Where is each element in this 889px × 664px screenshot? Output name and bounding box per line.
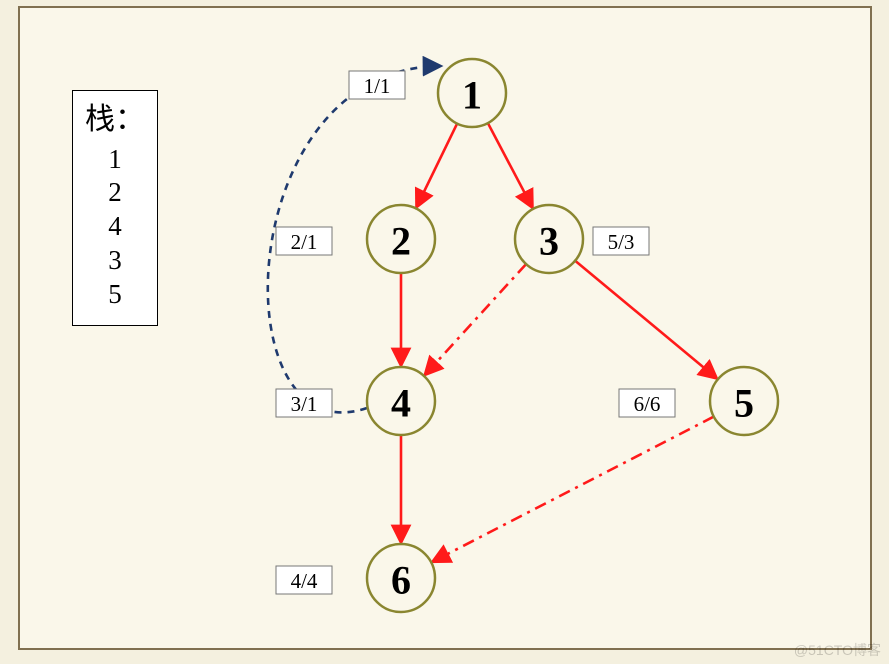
edge-3-4: [425, 264, 526, 374]
node-label-4: 3/1: [291, 392, 318, 416]
node-label-1: 1/1: [364, 74, 391, 98]
node-label-6: 4/4: [291, 569, 318, 593]
edge-1-2: [417, 124, 457, 207]
node-label-5: 6/6: [634, 392, 661, 416]
edge-5-6: [433, 417, 714, 562]
node-text-1: 1: [462, 73, 482, 118]
node-text-2: 2: [391, 219, 411, 264]
node-text-4: 4: [391, 381, 411, 426]
edge-3-5: [575, 261, 716, 378]
watermark: @51CTO博客: [794, 640, 881, 660]
edge-1-3: [488, 123, 532, 207]
node-text-5: 5: [734, 381, 754, 426]
node-label-3: 5/3: [608, 230, 635, 254]
node-text-3: 3: [539, 219, 559, 264]
diagram-frame: 栈： 12435 123456 1/12/15/33/16/64/4: [18, 6, 872, 650]
graph-svg: 1 2 3 4 5 6 1/1 2/1 5/3 3/1 6/6 4/4: [20, 8, 870, 648]
node-text-6: 6: [391, 558, 411, 603]
node-label-2: 2/1: [291, 230, 318, 254]
